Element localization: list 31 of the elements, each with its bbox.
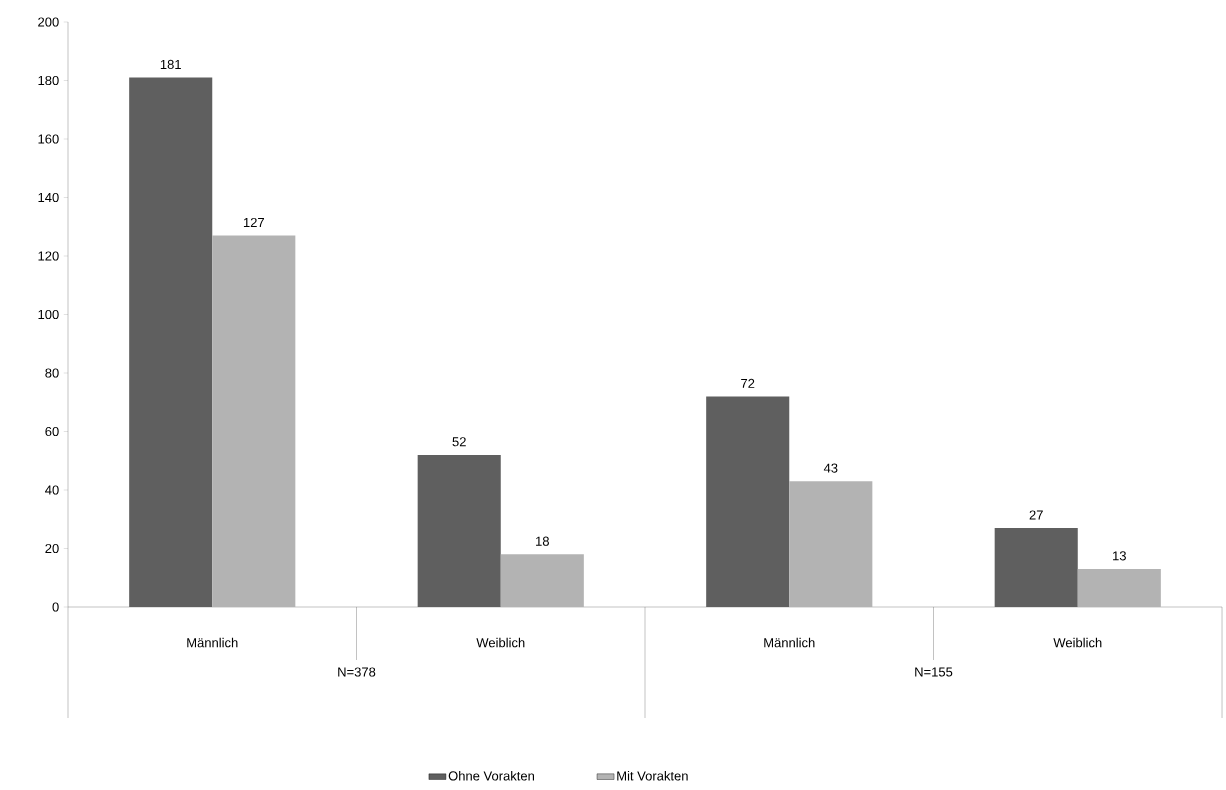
y-tick-label: 40 [45, 485, 59, 495]
data-label: 18 [536, 536, 549, 546]
data-label: 72 [741, 378, 755, 388]
y-tick-label: 140 [38, 192, 59, 203]
y-tick-label: 0 [52, 602, 59, 612]
legend-label: Ohne Vorakten [448, 770, 534, 781]
data-label: 13 [1113, 551, 1126, 561]
text: N=378 [338, 667, 376, 677]
y-tick-label: 120 [38, 251, 59, 261]
bar [789, 481, 873, 607]
y-tick-label: 60 [45, 426, 59, 437]
text: N=155 [915, 667, 953, 677]
y-tick-label: 200 [38, 17, 59, 27]
x-tick-label: Männlich [187, 637, 238, 648]
bar [1077, 568, 1161, 607]
x-tick-label: Männlich [764, 637, 815, 648]
data-label: 181 [160, 59, 181, 70]
x-tick-label: Weiblich [476, 637, 525, 648]
bar [500, 554, 584, 607]
y-tick-label: 100 [38, 309, 59, 320]
y-tick-label: 80 [45, 368, 59, 378]
data-label: 43 [823, 463, 838, 473]
x-tick-label: Weiblich [1053, 637, 1102, 648]
bar [212, 235, 296, 607]
legend-label: Mit Vorakten [617, 770, 688, 781]
data-label: 127 [243, 217, 264, 227]
data-label: 52 [452, 437, 466, 447]
y-tick-label: 180 [38, 75, 59, 86]
data-label: 27 [1029, 510, 1043, 520]
y-tick-label: 160 [38, 134, 59, 144]
y-tick-label: 20 [45, 543, 59, 554]
